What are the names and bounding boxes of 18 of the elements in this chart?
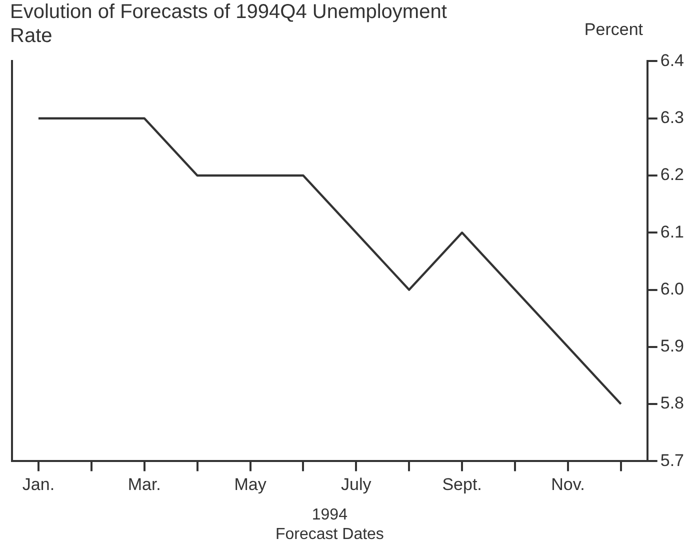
y-tick-label: 6.1 — [660, 222, 684, 242]
x-axis-title: Forecast Dates — [275, 526, 384, 543]
chart-title: Evolution of Forecasts of 1994Q4 Unemployment Rate — [10, 0, 448, 48]
y-tick-label: 5.7 — [660, 450, 684, 470]
y-tick-label: 6.2 — [660, 165, 684, 184]
x-tick-label: Mar. — [128, 475, 161, 494]
x-tick-label: May — [234, 475, 267, 494]
y-tick-label: 6.3 — [660, 108, 684, 128]
y-tick-label: 6.4 — [660, 50, 684, 70]
y-tick-label: 5.9 — [660, 336, 684, 356]
x-tick-label: July — [341, 475, 372, 494]
y-axis-title: Percent — [584, 20, 643, 40]
text: 1994 — [312, 506, 348, 524]
x-tick-label: Sept. — [442, 475, 482, 494]
x-tick-label: Nov. — [551, 475, 585, 494]
y-tick-label: 5.8 — [660, 394, 684, 413]
x-tick-label: Jan. — [22, 475, 55, 494]
y-tick-label: 6.0 — [660, 279, 684, 298]
